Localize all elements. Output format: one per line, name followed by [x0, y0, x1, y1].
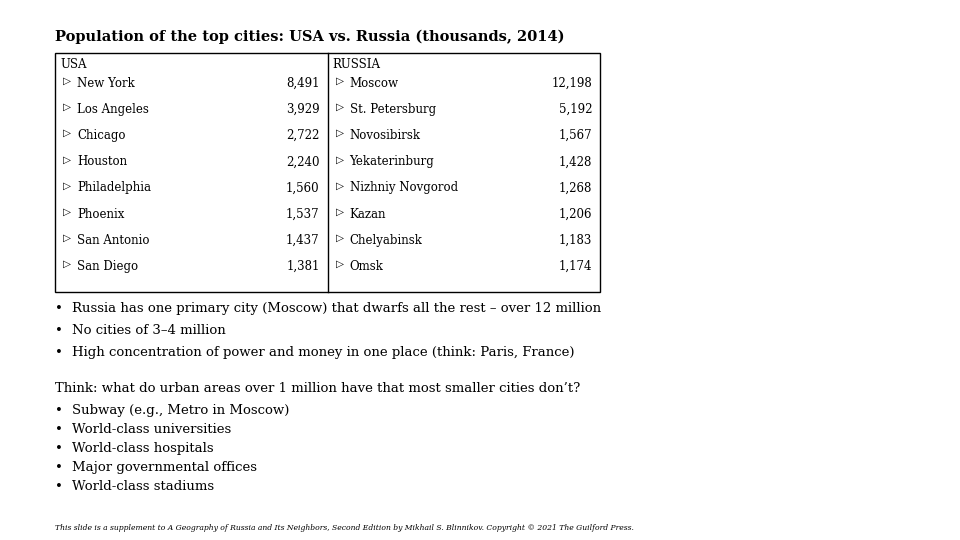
Text: Nizhniy Novgorod: Nizhniy Novgorod	[349, 181, 458, 194]
Text: San Antonio: San Antonio	[77, 234, 150, 247]
Text: ▷: ▷	[335, 234, 344, 243]
Text: ▷: ▷	[335, 156, 344, 164]
Text: New York: New York	[77, 77, 134, 90]
Text: ▷: ▷	[335, 207, 344, 217]
Text: World-class universities: World-class universities	[72, 423, 231, 436]
Text: Novosibirsk: Novosibirsk	[349, 129, 420, 142]
Text: Russia has one primary city (Moscow) that dwarfs all the rest – over 12 million: Russia has one primary city (Moscow) tha…	[72, 302, 601, 315]
Text: •: •	[55, 480, 62, 493]
Text: Kazan: Kazan	[349, 207, 386, 221]
Text: ▷: ▷	[63, 156, 71, 164]
Text: 1,560: 1,560	[286, 181, 320, 194]
Text: San Diego: San Diego	[77, 260, 138, 273]
Text: 1,183: 1,183	[559, 234, 592, 247]
Text: •: •	[55, 404, 62, 417]
Text: ▷: ▷	[335, 181, 344, 191]
Text: 1,567: 1,567	[559, 129, 592, 142]
Text: 3,929: 3,929	[286, 103, 320, 116]
Text: 1,537: 1,537	[286, 207, 320, 221]
Text: 1,206: 1,206	[559, 207, 592, 221]
Text: 12,198: 12,198	[551, 77, 592, 90]
Text: 2,722: 2,722	[286, 129, 320, 142]
Text: •: •	[55, 324, 62, 337]
Text: 1,174: 1,174	[559, 260, 592, 273]
Text: 8,491: 8,491	[286, 77, 320, 90]
Text: ▷: ▷	[63, 129, 71, 138]
Text: Chicago: Chicago	[77, 129, 126, 142]
Text: Yekaterinburg: Yekaterinburg	[349, 156, 434, 168]
Text: ▷: ▷	[63, 260, 71, 269]
Text: 1,437: 1,437	[286, 234, 320, 247]
Text: 1,428: 1,428	[559, 156, 592, 168]
Text: USA: USA	[60, 58, 86, 71]
Text: Philadelphia: Philadelphia	[77, 181, 151, 194]
Text: High concentration of power and money in one place (think: Paris, France): High concentration of power and money in…	[72, 346, 574, 359]
Text: Moscow: Moscow	[349, 77, 398, 90]
Text: •: •	[55, 346, 62, 359]
Text: Houston: Houston	[77, 156, 127, 168]
Text: ▷: ▷	[63, 181, 71, 191]
Bar	[55, 53, 600, 292]
Text: ▷: ▷	[335, 129, 344, 138]
Text: Chelyabinsk: Chelyabinsk	[349, 234, 422, 247]
Text: ▷: ▷	[63, 77, 71, 86]
Text: •: •	[55, 461, 62, 474]
Text: 2,240: 2,240	[286, 156, 320, 168]
Text: Omsk: Omsk	[349, 260, 383, 273]
Text: Population of the top cities: USA vs. Russia (thousands, 2014): Population of the top cities: USA vs. Ru…	[55, 30, 564, 44]
Text: 5,192: 5,192	[559, 103, 592, 116]
Text: 1,381: 1,381	[286, 260, 320, 273]
Text: ▷: ▷	[335, 260, 344, 269]
Text: ▷: ▷	[335, 103, 344, 112]
Text: ▷: ▷	[335, 77, 344, 86]
Text: Major governmental offices: Major governmental offices	[72, 461, 257, 474]
Text: Think: what do urban areas over 1 million have that most smaller cities don’t?: Think: what do urban areas over 1 millio…	[55, 382, 580, 395]
Text: ▷: ▷	[63, 103, 71, 112]
Text: This slide is a supplement to A Geography of Russia and Its Neighbors, Second Ed: This slide is a supplement to A Geograph…	[55, 524, 634, 532]
Text: •: •	[55, 302, 62, 315]
Text: No cities of 3–4 million: No cities of 3–4 million	[72, 324, 226, 337]
Text: RUSSIA: RUSSIA	[332, 58, 380, 71]
Text: Los Angeles: Los Angeles	[77, 103, 149, 116]
Text: World-class hospitals: World-class hospitals	[72, 442, 214, 455]
Text: •: •	[55, 442, 62, 455]
Text: 1,268: 1,268	[559, 181, 592, 194]
Text: Phoenix: Phoenix	[77, 207, 125, 221]
Text: •: •	[55, 423, 62, 436]
Text: St. Petersburg: St. Petersburg	[349, 103, 436, 116]
Text: World-class stadiums: World-class stadiums	[72, 480, 214, 493]
Text: Subway (e.g., Metro in Moscow): Subway (e.g., Metro in Moscow)	[72, 404, 289, 417]
Text: ▷: ▷	[63, 207, 71, 217]
Text: ▷: ▷	[63, 234, 71, 243]
